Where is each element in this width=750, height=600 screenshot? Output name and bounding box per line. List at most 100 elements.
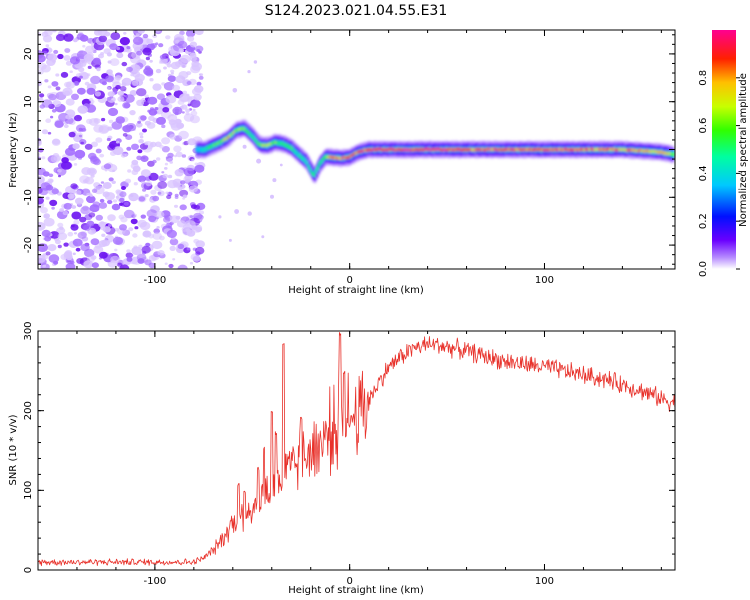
noise-speckle (98, 202, 108, 209)
noise-speckle (75, 197, 84, 205)
noise-speckle (169, 215, 180, 224)
noise-speckle (155, 30, 161, 33)
noise-speckle (106, 137, 111, 142)
noise-speckle (124, 153, 129, 157)
noise-speckle (106, 96, 112, 101)
noise-speckle (247, 70, 251, 74)
snr-panel: -100 0 100 0 100 200 300 Height of straight li… (8, 321, 676, 596)
noise-speckle (169, 245, 176, 251)
snr-ticks: -100 0 100 0 100 200 300 (23, 321, 675, 587)
noise-speckle (145, 242, 151, 247)
noise-speckle (191, 158, 195, 162)
noise-speckle (218, 215, 222, 219)
spectrogram-y-label: Frequency (Hz) (8, 112, 19, 188)
noise-speckle (132, 30, 143, 35)
noise-speckle (71, 211, 82, 220)
noise-speckle (272, 178, 277, 183)
noise-speckle (47, 85, 52, 89)
x-tick-label: -100 (144, 576, 167, 587)
noise-speckle (179, 93, 191, 102)
noise-speckle (108, 223, 112, 227)
noise-speckle (172, 106, 183, 115)
noise-speckle (136, 253, 147, 262)
noise-speckle (198, 75, 204, 80)
noise-speckle (79, 216, 87, 223)
noise-speckle (167, 179, 178, 189)
noise-speckle (100, 181, 105, 184)
noise-speckle (130, 73, 134, 77)
noise-speckle (87, 256, 95, 263)
noise-speckle (180, 54, 191, 64)
noise-speckle (159, 54, 166, 60)
noise-speckle (101, 117, 106, 122)
noise-speckle (54, 120, 64, 128)
noise-speckle (142, 128, 147, 133)
noise-speckle (111, 203, 121, 211)
noise-speckle (119, 86, 127, 92)
noise-speckle (180, 180, 186, 185)
noise-speckle (70, 224, 75, 228)
noise-speckle (134, 73, 145, 82)
colorbar-tick-label: 0.4 (698, 165, 709, 181)
noise-speckle (137, 120, 142, 124)
noise-speckle (165, 94, 177, 104)
noise-speckle (119, 224, 127, 231)
noise-speckle (136, 50, 143, 56)
noise-speckle (72, 143, 80, 150)
noise-speckle (195, 246, 205, 255)
noise-speckle (49, 231, 60, 239)
noise-speckle (43, 213, 50, 219)
noise-speckle (185, 108, 191, 113)
noise-speckle (172, 84, 181, 92)
noise-speckle (131, 246, 142, 256)
noise-speckle (170, 72, 174, 75)
noise-speckle (199, 73, 202, 76)
noise-speckle (152, 34, 158, 39)
noise-speckle (156, 116, 166, 125)
noise-speckle (136, 88, 147, 97)
noise-speckle (64, 90, 71, 96)
noise-speckle (112, 236, 124, 245)
noise-speckle (130, 254, 134, 257)
noise-speckle (150, 43, 157, 49)
noise-speckle (67, 231, 74, 237)
noise-speckle (150, 189, 157, 195)
noise-speckle (167, 152, 174, 158)
noise-speckle (137, 149, 143, 154)
noise-speckle (72, 38, 78, 43)
noise-speckle (142, 47, 152, 56)
noise-speckle (99, 153, 105, 158)
noise-speckle (51, 109, 57, 113)
noise-speckle (95, 214, 104, 221)
noise-speckle (38, 80, 43, 87)
noise-speckle (67, 193, 75, 199)
noise-speckle (80, 141, 84, 145)
x-tick-label: -100 (144, 275, 167, 286)
noise-speckle (90, 156, 100, 165)
noise-speckle (53, 155, 62, 162)
noise-speckle (126, 146, 132, 151)
noise-speckle (108, 177, 114, 182)
noise-speckle (142, 33, 149, 39)
noise-speckle (119, 197, 125, 203)
noise-speckle (41, 156, 46, 160)
noise-speckle (125, 178, 132, 184)
noise-speckle (63, 81, 72, 88)
noise-speckle (59, 208, 64, 213)
noise-speckle (172, 258, 176, 261)
noise-speckle (125, 123, 137, 132)
noise-speckle (177, 264, 188, 269)
noise-speckle (48, 254, 60, 263)
noise-speckle (53, 49, 59, 54)
noise-speckle (144, 259, 152, 266)
noise-speckle (139, 135, 144, 139)
y-tick-label: 20 (23, 48, 34, 61)
noise-speckle (270, 194, 274, 199)
noise-speckle (247, 211, 252, 216)
noise-speckle (99, 78, 107, 85)
noise-speckle (105, 75, 114, 83)
noise-speckle (144, 120, 151, 126)
noise-speckle (146, 38, 154, 44)
noise-speckle (154, 107, 159, 111)
